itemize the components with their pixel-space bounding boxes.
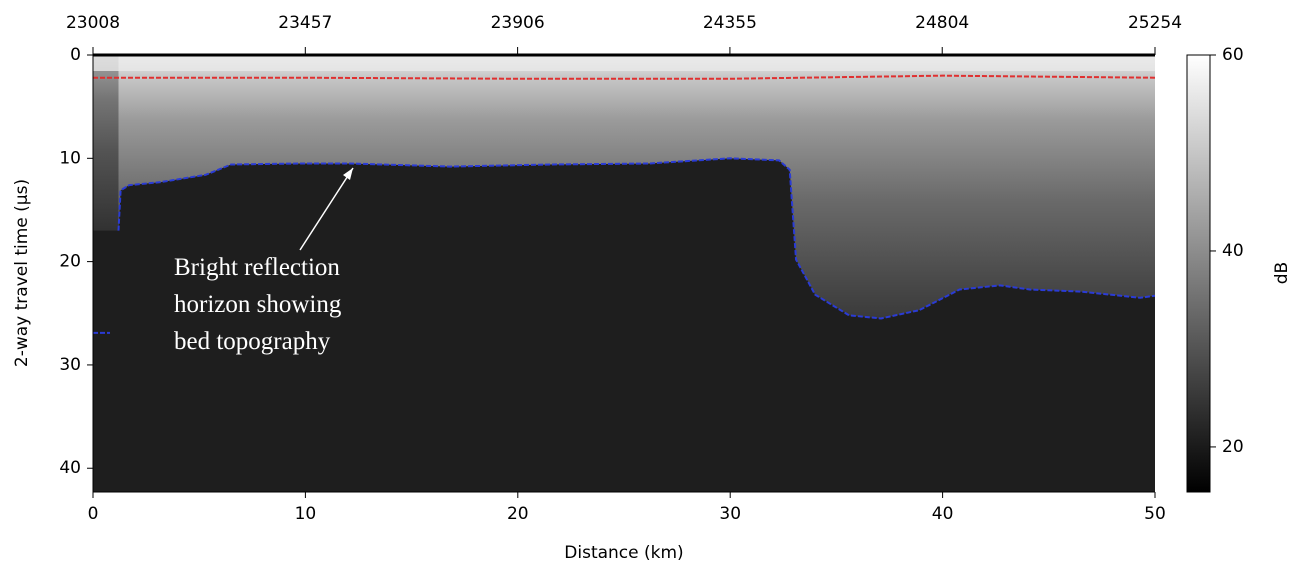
y-tick-label: 40 bbox=[59, 458, 81, 478]
y-tick-label: 30 bbox=[59, 355, 81, 375]
x2-tick-label: 23906 bbox=[491, 13, 545, 33]
x-tick-label: 0 bbox=[88, 504, 99, 524]
y-tick-label: 0 bbox=[70, 45, 81, 65]
annotation-arrowhead bbox=[343, 168, 353, 180]
y-tick-label: 10 bbox=[59, 148, 81, 168]
surface-band bbox=[93, 55, 1155, 71]
x2-tick-label: 24804 bbox=[915, 13, 969, 33]
colorbar-tick-label: 20 bbox=[1222, 437, 1244, 457]
pick-line bbox=[93, 157, 1155, 334]
colorbar-tick-label: 60 bbox=[1222, 45, 1244, 65]
annotation-arrow bbox=[299, 167, 354, 251]
radargram bbox=[93, 55, 1155, 334]
colorbar-tick-label: 40 bbox=[1222, 241, 1244, 261]
colorbar-label: dB bbox=[1272, 262, 1292, 284]
ice-layer bbox=[118, 55, 1155, 319]
x2-tick-label: 24355 bbox=[703, 13, 757, 33]
x-tick-label: 50 bbox=[1144, 504, 1166, 524]
ice-strip bbox=[93, 55, 119, 231]
x2-tick-label: 23008 bbox=[66, 13, 120, 33]
annotation-text: Bright reflection bbox=[174, 254, 340, 281]
x-tick-label: 10 bbox=[295, 504, 317, 524]
x-tick-label: 40 bbox=[932, 504, 954, 524]
x2-tick-label: 25254 bbox=[1128, 13, 1182, 33]
annotation-text: bed topography bbox=[174, 328, 331, 355]
x2-tick-label: 23457 bbox=[278, 13, 332, 33]
x-tick-label: 20 bbox=[507, 504, 529, 524]
y-tick-label: 20 bbox=[59, 252, 81, 272]
colorbar bbox=[1186, 54, 1211, 493]
x-tick-label: 30 bbox=[719, 504, 741, 524]
annotation-text: horizon showing bbox=[174, 291, 342, 318]
y-axis-label: 2-way travel time (μs) bbox=[12, 179, 32, 367]
x-axis-label: Distance (km) bbox=[564, 543, 683, 563]
pick-line bbox=[93, 74, 1155, 80]
